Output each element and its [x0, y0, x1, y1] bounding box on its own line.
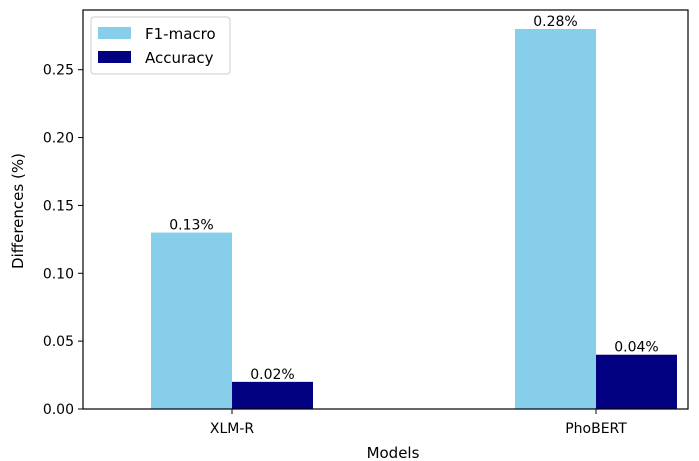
- legend: F1-macro Accuracy: [90, 16, 231, 75]
- y-tick-label: 0.20: [43, 131, 74, 147]
- bar-accuracy-phobert: [596, 354, 677, 409]
- y-tick-label: 0.00: [43, 402, 74, 418]
- bar-f1-macro-xlm-r: [151, 232, 232, 409]
- legend-label-accuracy: Accuracy: [145, 49, 214, 67]
- data-label-f1-macro-xlm-r: 0.13%: [169, 218, 213, 234]
- bar-f1-macro-phobert: [515, 29, 596, 409]
- data-label-accuracy-phobert: 0.04%: [614, 340, 658, 356]
- y-tick-label: 0.05: [43, 334, 74, 350]
- data-label-accuracy-xlm-r: 0.02%: [250, 367, 294, 383]
- x-axis-title: Models: [367, 444, 420, 461]
- plot-area: 0.13% 0.02% 0.28% 0.04% 0.00 0.05 0.10 0.15 0.2…: [43, 9, 689, 437]
- legend-swatch-accuracy: [98, 51, 131, 63]
- bars: [151, 29, 677, 409]
- y-tick-label: 0.15: [43, 198, 74, 214]
- y-axis-ticks: 0.00 0.05 0.10 0.15 0.20 0.25: [43, 63, 83, 418]
- x-tick-label-phobert: PhoBERT: [565, 421, 627, 437]
- legend-swatch-f1-macro: [98, 27, 131, 39]
- y-tick-label: 0.25: [43, 63, 74, 79]
- x-axis-ticks: XLM-R PhoBERT: [210, 409, 627, 437]
- legend-label-f1-macro: F1-macro: [145, 25, 216, 43]
- y-tick-label: 0.10: [43, 266, 74, 282]
- bar-data-labels: 0.13% 0.02% 0.28% 0.04%: [169, 14, 658, 383]
- bar-accuracy-xlm-r: [232, 381, 313, 409]
- y-axis-title: Differences (%): [9, 153, 27, 269]
- data-label-f1-macro-phobert: 0.28%: [533, 14, 577, 30]
- x-tick-label-xlm-r: XLM-R: [210, 421, 255, 437]
- axes-frame: [82, 9, 689, 410]
